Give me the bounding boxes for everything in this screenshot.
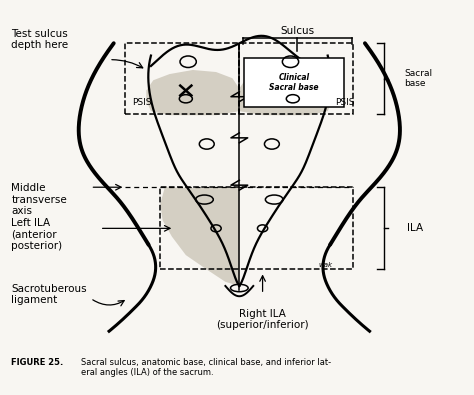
Text: wak: wak (319, 261, 332, 267)
Text: Sulcus: Sulcus (281, 26, 315, 36)
Text: Sacrotuberous
ligament: Sacrotuberous ligament (11, 284, 87, 305)
Text: ILA: ILA (407, 223, 423, 233)
Text: Sacral sulcus, anatomic base, clinical base, and inferior lat-
eral angles (ILA): Sacral sulcus, anatomic base, clinical b… (81, 358, 331, 377)
Text: FIGURE 25.: FIGURE 25. (11, 358, 64, 367)
Text: Test sulcus
depth here: Test sulcus depth here (11, 29, 69, 51)
Polygon shape (160, 187, 239, 286)
Text: Clinical
Sacral base: Clinical Sacral base (269, 73, 319, 92)
Text: PSIS: PSIS (335, 98, 354, 107)
Text: PSIS: PSIS (132, 98, 152, 107)
Text: Left ILA
(anterior
posterior): Left ILA (anterior posterior) (11, 218, 63, 251)
Polygon shape (239, 70, 332, 115)
Bar (244, 58, 344, 107)
Text: Sacral
base: Sacral base (404, 69, 433, 88)
Text: Right ILA
(superior/inferior): Right ILA (superior/inferior) (216, 308, 309, 330)
Text: Middle
transverse
axis: Middle transverse axis (11, 183, 67, 216)
Polygon shape (146, 70, 239, 115)
